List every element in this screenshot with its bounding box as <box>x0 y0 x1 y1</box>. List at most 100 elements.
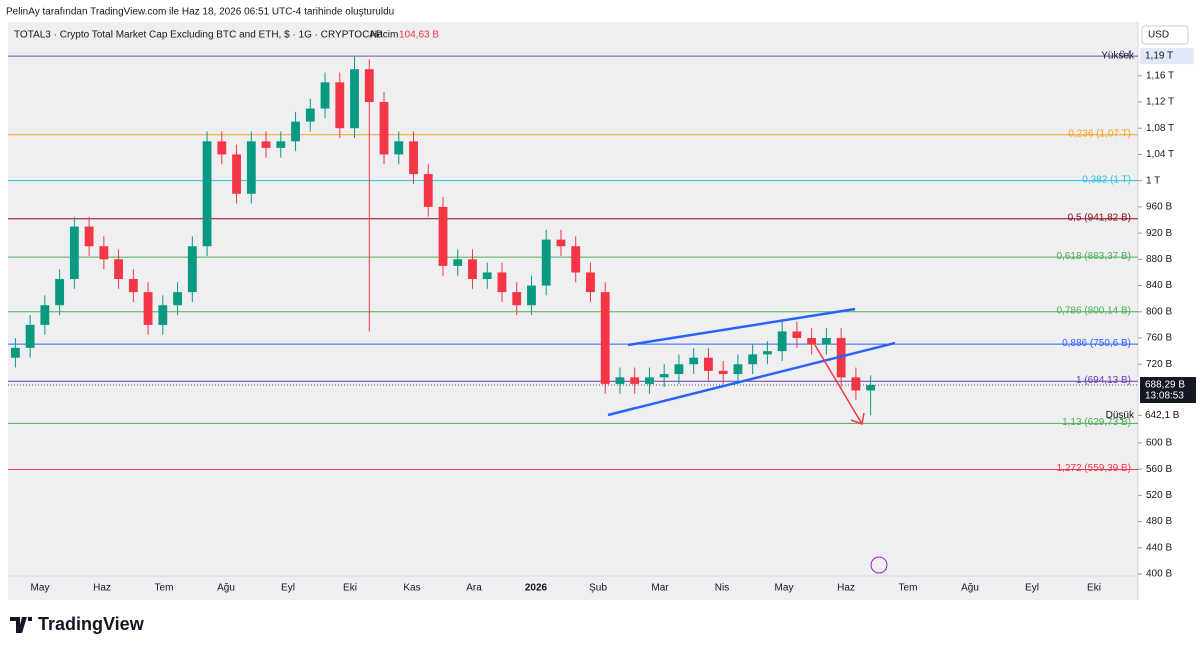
candle-body <box>202 141 212 247</box>
candle-body <box>718 370 728 375</box>
currency[interactable]: USD <box>1148 30 1169 41</box>
candle-body <box>409 141 418 175</box>
x-tick-label: May <box>775 583 794 594</box>
x-tick-label: Nis <box>715 583 729 594</box>
trendline <box>627 307 856 347</box>
candle-body <box>261 141 271 148</box>
candle-body <box>866 385 876 391</box>
volume-label: Hacim <box>370 30 398 41</box>
candle-body <box>364 69 374 102</box>
candle-body <box>69 226 79 280</box>
candle-body <box>762 351 772 355</box>
x-tick-label: Ağu <box>217 583 235 594</box>
candle-body <box>453 259 463 266</box>
low-price: 642,1 B <box>1145 410 1180 421</box>
candle-body <box>527 285 536 306</box>
y-tick-label: 840 B <box>1146 280 1172 291</box>
y-tick-label: 1,12 T <box>1146 97 1174 108</box>
candle-body <box>821 338 831 345</box>
candle-body <box>276 141 286 148</box>
candle-body <box>379 101 389 155</box>
drawings <box>607 307 896 574</box>
currency-button[interactable] <box>1141 25 1189 45</box>
x-tick-label: Tem <box>899 583 918 594</box>
fib-label: 0,382 (1 T) <box>1082 174 1131 185</box>
candle-body <box>320 82 330 109</box>
candle-body <box>55 279 65 306</box>
candle-body <box>792 331 802 339</box>
x-tick-label: Haz <box>837 583 855 594</box>
candle-body <box>217 141 227 155</box>
y-tick-label: 560 B <box>1146 464 1172 475</box>
brand: TradingView <box>38 614 145 634</box>
y-tick-label: 800 B <box>1146 306 1172 317</box>
candle-body <box>704 357 713 371</box>
fib-label: 1 (694,13 B) <box>1076 375 1131 386</box>
high-price-box <box>1140 48 1194 65</box>
fib-label: 1,13 (629,73 B) <box>1062 417 1131 428</box>
candle-body <box>128 279 138 293</box>
candle-body <box>143 292 153 325</box>
candle-body <box>645 377 654 384</box>
candle-body <box>84 226 94 247</box>
candle-body <box>777 331 787 352</box>
candle-body <box>615 377 625 384</box>
y-tick-label: 760 B <box>1146 333 1172 344</box>
y-tick-label: 520 B <box>1146 490 1172 501</box>
x-tick-label: Ağu <box>961 583 979 594</box>
last-price-box <box>1140 377 1196 404</box>
candle-body <box>40 305 50 325</box>
symbol-title: TOTAL3 · Crypto Total Market Cap Excludi… <box>14 30 383 41</box>
high-label: Yüksek <box>1101 51 1135 62</box>
candle-body <box>99 246 109 260</box>
fib-label: 0,236 (1,07 T) <box>1068 128 1131 139</box>
volume-value: 104,63 B <box>399 30 439 41</box>
fib-label: 0 ( <box>1119 50 1131 61</box>
fib-label: 0,5 (941,82 B) <box>1068 212 1131 223</box>
candle-body <box>733 364 743 375</box>
candle-body <box>173 292 182 306</box>
arrow <box>814 344 863 425</box>
candle-body <box>158 305 168 325</box>
candle-body <box>438 206 448 266</box>
candle-body <box>586 272 595 293</box>
trendline <box>607 341 896 417</box>
candle-body <box>571 246 581 273</box>
candle-body <box>556 239 566 247</box>
y-tick-label: 1,16 T <box>1146 70 1174 81</box>
y-tick-label: 600 B <box>1146 438 1172 449</box>
candle-body <box>350 69 359 129</box>
candle-body <box>232 154 241 194</box>
x-tick-label: Ara <box>466 583 482 594</box>
y-tick-label: 1,04 T <box>1146 149 1174 160</box>
credit: PelinAy tarafından TradingView.com ile H… <box>6 7 394 18</box>
candle-body <box>468 259 477 280</box>
fib-label: 0,618 (883,37 B) <box>1057 251 1132 262</box>
candle-body <box>335 82 345 129</box>
y-tick-label: 440 B <box>1146 542 1172 553</box>
x-tick-label: 2026 <box>525 583 548 594</box>
fib-label: 0,886 (750,6 B) <box>1062 338 1131 349</box>
candle-body <box>689 357 699 365</box>
candle-body <box>541 239 551 286</box>
arrow-head <box>850 412 865 426</box>
x-tick-label: Eyl <box>1025 583 1039 594</box>
y-tick-label: 880 B <box>1146 254 1172 265</box>
x-tick-label: Eki <box>1087 583 1101 594</box>
candle-body <box>187 246 197 293</box>
candle-body <box>423 174 433 207</box>
last-price: 688,29 B <box>1145 380 1185 391</box>
y-tick-label: 920 B <box>1146 228 1172 239</box>
low-label: Düşük <box>1106 410 1135 421</box>
x-tick-label: Haz <box>93 583 111 594</box>
event-icon[interactable] <box>870 556 888 574</box>
candle-body <box>394 141 404 155</box>
candle-body <box>291 121 300 142</box>
high-price: 1,19 T <box>1145 51 1173 62</box>
x-tick-label: Eyl <box>281 583 295 594</box>
x-tick-label: Kas <box>403 583 420 594</box>
logo-mark <box>10 617 32 633</box>
candle-body <box>512 292 522 306</box>
x-tick-label: Mar <box>651 583 669 594</box>
